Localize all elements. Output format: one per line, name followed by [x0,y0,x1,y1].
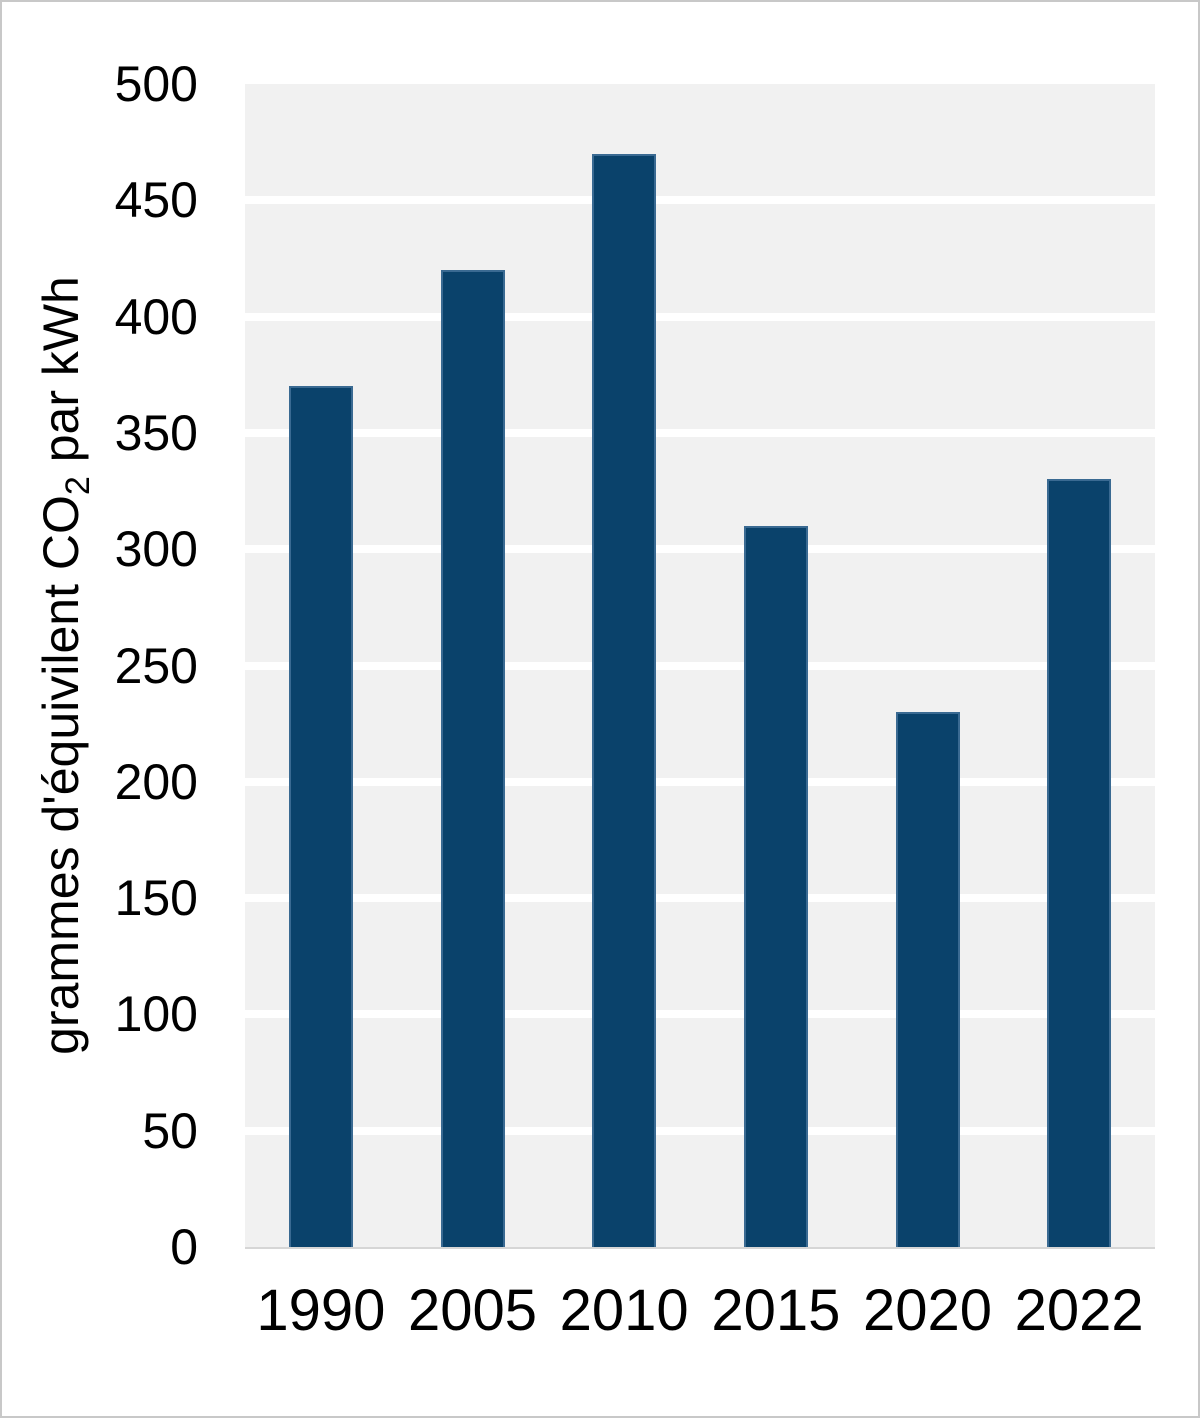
bar-2005 [440,270,505,1247]
gridline-350 [245,428,1155,437]
gridlines [245,84,1155,1247]
y-tick-label-350: 350 [114,404,198,461]
x-tick-label-2005: 2005 [407,1278,538,1343]
bars-group [245,84,1155,1247]
gridline-250 [245,661,1155,670]
y-tick-label-300: 300 [114,521,198,578]
bar-2022 [1047,479,1112,1247]
x-tick-label-2015: 2015 [711,1278,841,1343]
y-tick-label-100: 100 [114,986,198,1043]
bar-2020 [895,712,960,1247]
x-axis-tick-labels: 1990 2005 2010 2015 2020 2022 [2,1278,1198,1349]
x-tick-label-2022: 2022 [1014,1278,1144,1343]
y-tick-label-450: 450 [114,172,198,229]
x-tick-label-2020: 2020 [862,1278,993,1343]
y-tick-label-500: 500 [114,56,198,112]
gridline-200 [245,777,1155,786]
y-tick-label-0: 0 [170,1219,198,1275]
x-tick-label-2010: 2010 [559,1278,689,1343]
bar-1990 [288,386,353,1247]
x-tick-label-1990: 1990 [256,1278,386,1343]
y-tick-label-400: 400 [114,288,198,345]
y-axis-tick-labels: 0 50 100 150 200 250 300 350 400 450 500 [2,2,198,1416]
gridline-300 [245,545,1155,554]
gridline-400 [245,312,1155,321]
y-tick-label-50: 50 [142,1102,198,1159]
gridline-100 [245,1010,1155,1019]
gridline-50 [245,1126,1155,1135]
bar-2010 [592,153,657,1247]
plot-area [245,84,1155,1249]
y-tick-label-150: 150 [114,870,198,927]
bar-2015 [743,525,808,1247]
y-tick-label-250: 250 [114,637,198,694]
y-tick-label-200: 200 [114,753,198,810]
gridline-450 [245,196,1155,205]
x-axis-line [245,1247,1155,1249]
gridline-150 [245,894,1155,903]
